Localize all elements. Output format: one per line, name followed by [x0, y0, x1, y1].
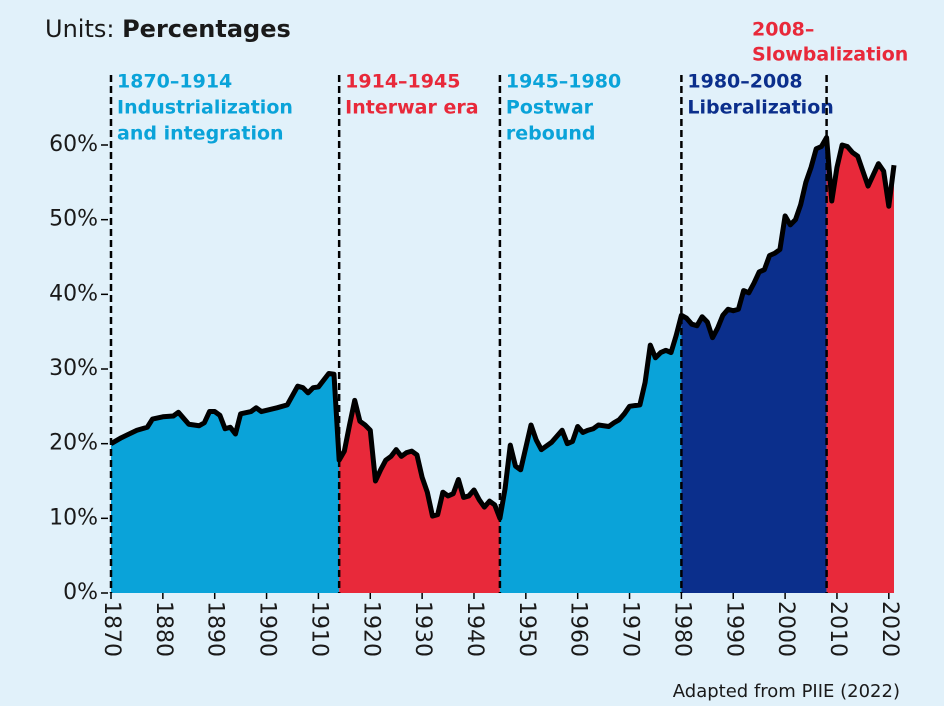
- units: Percentages: [122, 15, 291, 43]
- y-tick-label: 30%: [49, 356, 98, 381]
- y-tick-label: 60%: [49, 132, 98, 157]
- x-tick-label: 1930: [410, 601, 435, 657]
- era-period: 2008–: [752, 19, 814, 41]
- x-tick-label: 2000: [773, 601, 798, 657]
- era-period: 1914–1945: [345, 71, 460, 93]
- x-tick-label: 2010: [825, 601, 850, 657]
- units-caption: Units: Percentages: [45, 15, 291, 43]
- era-area: [339, 400, 500, 593]
- y-tick-label: 20%: [49, 431, 98, 456]
- era-period: 1980–2008: [687, 71, 802, 93]
- x-tick-label: 1950: [514, 601, 539, 657]
- x-tick-label: 1890: [203, 601, 228, 657]
- y-tick-label: 50%: [49, 207, 98, 232]
- era-name: rebound: [506, 123, 596, 145]
- source: Adapted from PIIE (2022): [673, 681, 900, 702]
- x-tick-label: 1940: [462, 601, 487, 657]
- y-tick-label: 0%: [63, 580, 98, 605]
- era-area: [499, 315, 682, 593]
- era-name: and integration: [117, 123, 284, 145]
- x-tick-label: 1910: [306, 601, 331, 657]
- era-name: Liberalization: [687, 97, 833, 119]
- era-area: [111, 373, 340, 593]
- era-name: Industrialization: [117, 97, 293, 119]
- units-label: Units:: [45, 15, 114, 43]
- era-name: Slowbalization: [752, 44, 908, 66]
- x-tick-label: 1870: [99, 601, 124, 657]
- x-tick-label: 1880: [151, 601, 176, 657]
- era-name: Postwar: [506, 97, 594, 119]
- era-area: [681, 137, 827, 594]
- y-tick-label: 40%: [49, 281, 98, 306]
- x-tick-label: 1960: [566, 601, 591, 657]
- line: [109, 135, 897, 521]
- x-tick-label: 1900: [255, 601, 280, 657]
- x-tick-label: 1990: [721, 601, 746, 657]
- x-tick-label: 1920: [358, 601, 383, 657]
- x-tick-label: 1970: [618, 601, 643, 657]
- x-tick-label: 1980: [669, 601, 694, 657]
- era-period: 1870–1914: [117, 71, 232, 93]
- era-area: [826, 137, 894, 594]
- y-tick-label: 10%: [49, 505, 98, 530]
- era-name: Interwar era: [345, 97, 478, 119]
- x-tick-label: 2020: [877, 601, 902, 657]
- era-period: 1945–1980: [506, 71, 621, 93]
